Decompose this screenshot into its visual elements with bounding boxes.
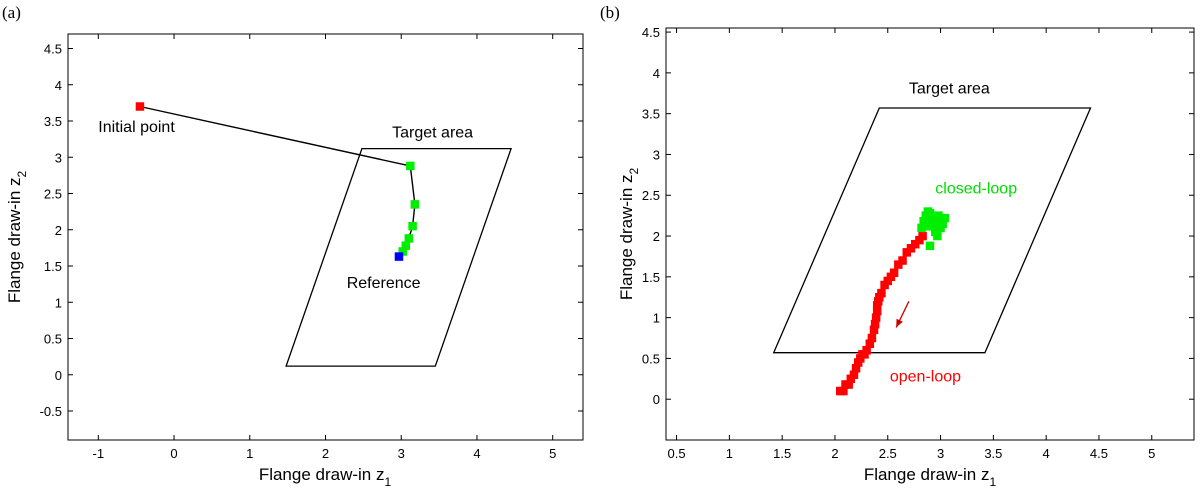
y-tick-label: 4 — [653, 66, 660, 81]
data-point — [867, 333, 877, 343]
panel-a-label: (a) — [2, 3, 21, 22]
panel-a: (a) Initial point Target area Reference -1… — [2, 3, 584, 489]
panel-b-y-axis-label: Flange draw-in z2 — [617, 168, 641, 301]
y-tick-label: 1 — [653, 311, 660, 326]
x-tick-label: 2.5 — [879, 446, 897, 461]
data-point — [865, 339, 875, 348]
x-tick-label: 0 — [170, 446, 177, 461]
data-point — [871, 313, 881, 322]
x-tick-label: 1 — [246, 446, 253, 461]
data-point — [872, 306, 882, 316]
data-point — [933, 231, 942, 241]
y-tick-label: 2.5 — [44, 187, 62, 202]
target-area-polygon — [772, 107, 1092, 354]
x-tick-label: 3 — [937, 446, 944, 461]
data-point — [410, 200, 420, 209]
trajectory-line — [139, 105, 416, 258]
data-point — [919, 217, 928, 226]
data-point — [408, 221, 417, 231]
panel-b-ticks: 0.5 1 1.5 2 2.5 3 3.5 4 4.5 5 0 0.5 1 1.5 2 2.5 3 3.5 4 4.5 — [642, 25, 1194, 461]
data-point — [940, 213, 950, 223]
data-point — [851, 363, 861, 373]
y-tick-label: 3.5 — [642, 107, 660, 122]
y-tick-label: 3.5 — [44, 114, 62, 129]
annotation-label: open-loop — [890, 368, 961, 385]
panel-b-x-axis-label: Flange draw-in z1 — [864, 465, 997, 489]
annotation-label: closed-loop — [935, 181, 1017, 198]
data-point — [849, 370, 859, 379]
data-point — [877, 288, 886, 298]
y-tick-label: 2.5 — [642, 188, 660, 203]
data-point — [404, 234, 414, 243]
annotation-label: Reference — [347, 275, 421, 292]
annotation-label: Target area — [909, 80, 990, 97]
annotation-label: Initial point — [98, 119, 175, 136]
data-point — [889, 268, 899, 278]
y-tick-label: 1.5 — [44, 259, 62, 274]
data-point — [398, 247, 407, 256]
y-tick-label: 0 — [55, 368, 62, 383]
y-tick-label: 4 — [55, 78, 62, 93]
x-tick-label: 0.5 — [668, 446, 686, 461]
data-point — [406, 161, 415, 171]
data-point — [928, 217, 938, 226]
data-point — [936, 223, 945, 233]
x-tick-label: 1.5 — [773, 446, 791, 461]
y-tick-label: 1 — [55, 295, 62, 310]
data-point — [925, 241, 935, 251]
panel-a-marks: Initial point Target area Reference — [98, 102, 513, 367]
panel-b-marks: Target area closed-loop open-loop — [772, 80, 1092, 396]
x-tick-label: 4 — [1043, 446, 1050, 461]
data-point — [844, 380, 853, 389]
x-tick-label: 4.5 — [1090, 446, 1108, 461]
x-tick-label: 5 — [1148, 446, 1155, 461]
panel-a-ticks: -1 0 1 2 3 4 5 -0.5 0 0.5 1 1.5 2 2.5 3 3.5 4 4.5 — [40, 34, 583, 461]
x-tick-label: 2 — [322, 446, 329, 461]
y-tick-label: 4.5 — [44, 42, 62, 57]
data-point — [917, 223, 926, 233]
direction-arrow-head — [896, 318, 903, 328]
x-tick-label: -1 — [93, 446, 105, 461]
y-tick-label: 2 — [653, 229, 660, 244]
x-tick-label: 1 — [726, 446, 733, 461]
x-tick-label: 3.5 — [984, 446, 1002, 461]
y-tick-label: 3 — [653, 147, 660, 162]
y-tick-label: -0.5 — [40, 404, 62, 419]
annotation-label: Target area — [392, 125, 473, 142]
panel-a-x-axis-label: Flange draw-in z1 — [259, 465, 392, 489]
x-tick-label: 2 — [831, 446, 838, 461]
y-tick-label: 0.5 — [642, 351, 660, 366]
y-tick-label: 1.5 — [642, 270, 660, 285]
y-tick-label: 0.5 — [44, 332, 62, 347]
y-tick-label: 4.5 — [642, 25, 660, 40]
panel-b-label: (b) — [600, 3, 620, 22]
data-point — [898, 256, 907, 265]
data-point — [870, 319, 880, 329]
data-point — [135, 102, 145, 111]
data-point — [925, 208, 935, 218]
data-point — [862, 346, 871, 355]
data-point — [401, 241, 411, 250]
panel-b: (b) Target area closed-loop open-loop 0.5 1… — [600, 3, 1195, 489]
panel-b-axes-frame — [665, 27, 1195, 441]
data-point — [394, 252, 404, 261]
data-point — [839, 386, 848, 396]
panel-a-axes-frame — [67, 33, 584, 441]
x-tick-label: 3 — [398, 446, 405, 461]
panel-a-y-axis-label: Flange draw-in z2 — [5, 171, 29, 304]
target-area-polygon — [285, 147, 513, 367]
data-point — [869, 325, 879, 335]
data-point — [923, 221, 933, 231]
data-point — [918, 231, 927, 241]
x-tick-label: 4 — [473, 446, 480, 461]
y-tick-label: 3 — [55, 150, 62, 165]
y-tick-label: 0 — [653, 392, 660, 407]
y-tick-label: 2 — [55, 223, 62, 238]
x-tick-label: 5 — [549, 446, 556, 461]
